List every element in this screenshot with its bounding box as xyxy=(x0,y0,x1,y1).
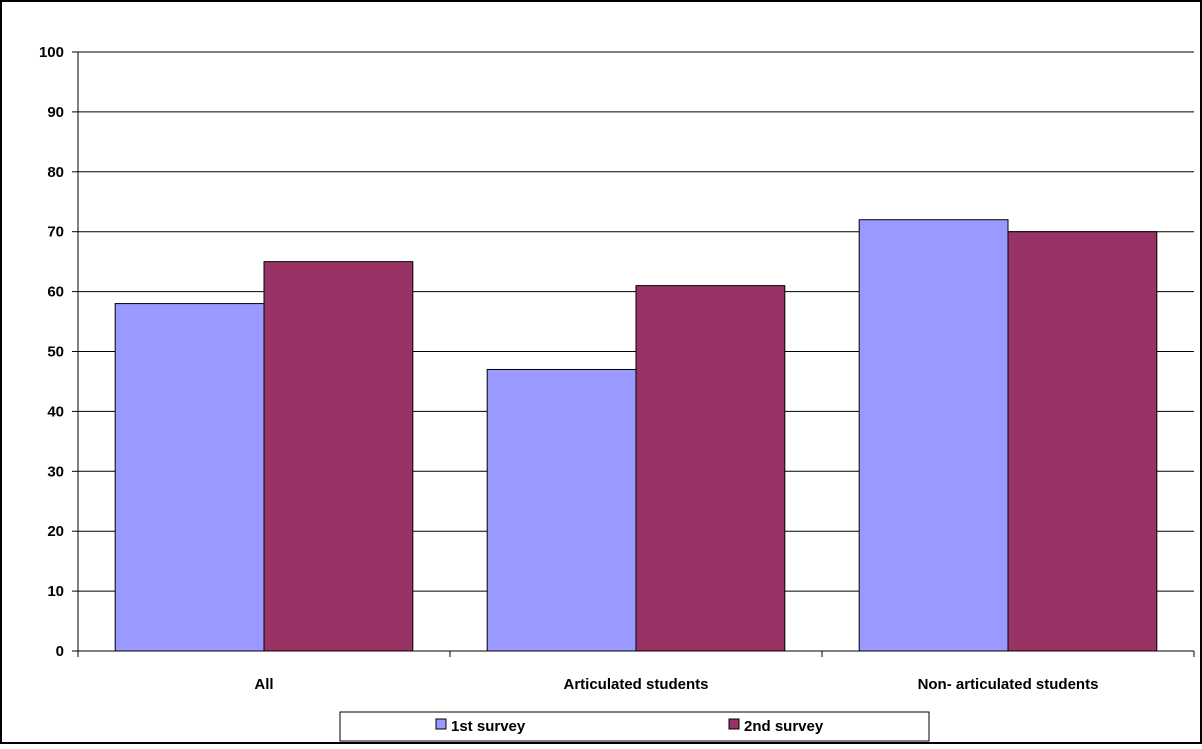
bar-1-1 xyxy=(114,303,265,652)
bar-2-1 xyxy=(263,261,414,652)
legend-box xyxy=(339,711,930,742)
bar-1-2 xyxy=(486,368,637,652)
y-tick-label: 80 xyxy=(47,164,64,181)
x-tick-label: Non- articulated students xyxy=(918,676,1099,693)
y-tick-label: 70 xyxy=(47,224,64,241)
y-axis-tick-labels: 0 10 20 30 40 50 60 70 80 90 100 xyxy=(39,44,64,660)
legend-label-1: 1st survey xyxy=(451,718,526,735)
legend-swatch-2 xyxy=(728,718,740,730)
x-tick-label: All xyxy=(254,676,273,693)
y-tick-label: 10 xyxy=(47,583,64,600)
x-tick-label: Articulated students xyxy=(563,676,708,693)
y-tick-label: 30 xyxy=(47,463,64,480)
legend: 1st survey 2nd survey xyxy=(339,711,930,742)
legend-label-2: 2nd survey xyxy=(744,718,824,735)
y-tick-label: 60 xyxy=(47,284,64,301)
y-tick-label: 90 xyxy=(47,104,64,121)
y-tick-label: 0 xyxy=(56,643,64,660)
axes xyxy=(72,51,1195,657)
y-tick-label: 20 xyxy=(47,523,64,540)
legend-swatch-1 xyxy=(435,718,447,730)
bar-1-3 xyxy=(858,219,1009,652)
x-axis-tick-labels: All Articulated students Non- articulated … xyxy=(254,676,1098,693)
y-tick-label: 40 xyxy=(47,403,64,420)
bar-2-2 xyxy=(635,285,786,652)
bars xyxy=(114,219,1158,652)
bar-2-3 xyxy=(1007,231,1158,652)
y-tick-label: 50 xyxy=(47,344,64,361)
y-tick-label: 100 xyxy=(39,44,64,61)
